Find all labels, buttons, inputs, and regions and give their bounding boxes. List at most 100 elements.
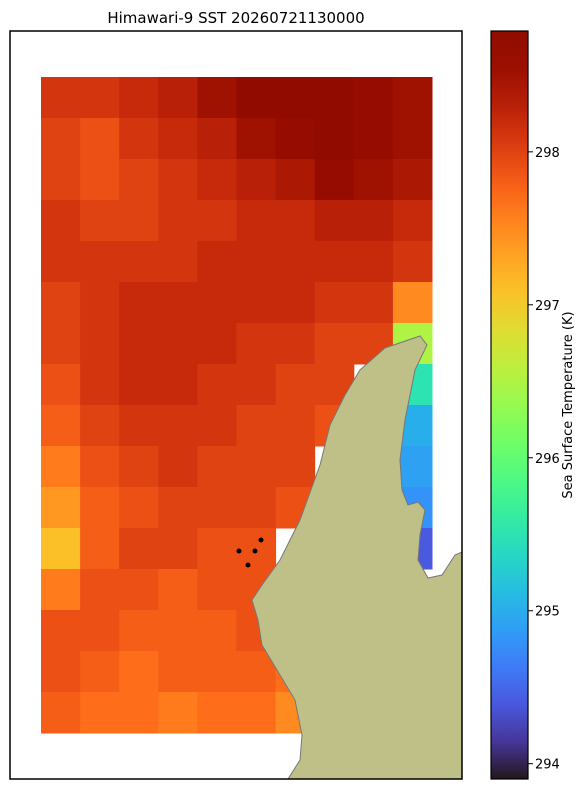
- station: [252, 548, 258, 554]
- cell: [119, 528, 159, 570]
- cell: [236, 77, 277, 119]
- cell: [80, 241, 120, 283]
- cell: [392, 241, 433, 283]
- station: [258, 537, 264, 543]
- cell: [119, 364, 159, 406]
- cell: [236, 487, 277, 529]
- cell: [197, 77, 237, 119]
- cell: [314, 241, 355, 283]
- cell: [314, 159, 355, 201]
- cell: [314, 200, 355, 242]
- cell: [236, 118, 277, 160]
- cell: [158, 282, 198, 324]
- cell: [158, 77, 198, 119]
- cell: [353, 282, 394, 324]
- stations: [236, 537, 264, 568]
- colorbar: [490, 30, 529, 780]
- cell: [41, 241, 81, 283]
- colorbar-tick-label: 296: [535, 452, 560, 467]
- cell: [119, 610, 159, 652]
- cell: [197, 692, 237, 734]
- cell: [197, 651, 237, 693]
- cell: [353, 159, 394, 201]
- station: [245, 562, 251, 568]
- cell: [41, 651, 81, 693]
- cell: [275, 118, 316, 160]
- cell: [197, 282, 237, 324]
- cell: [353, 118, 394, 160]
- cell: [197, 487, 237, 529]
- cell: [197, 446, 237, 488]
- station: [236, 548, 242, 554]
- cell: [275, 77, 316, 119]
- cell: [80, 651, 120, 693]
- cell: [158, 528, 198, 570]
- cell: [275, 323, 316, 365]
- cell: [119, 118, 159, 160]
- cell: [119, 241, 159, 283]
- cell: [158, 323, 198, 365]
- cell: [80, 610, 120, 652]
- chart-title: Himawari-9 SST 20260721130000: [107, 9, 364, 27]
- cell: [392, 282, 433, 324]
- cell: [275, 364, 316, 406]
- cell: [158, 569, 198, 611]
- cell: [197, 528, 237, 570]
- cell: [158, 364, 198, 406]
- colorbar-tick-label: 295: [535, 605, 560, 620]
- cell: [236, 364, 277, 406]
- cell: [158, 241, 198, 283]
- cell: [236, 241, 277, 283]
- cell: [41, 528, 81, 570]
- cell: [236, 200, 277, 242]
- heatmap: [41, 77, 433, 734]
- cell: [41, 282, 81, 324]
- cell: [158, 200, 198, 242]
- cell: [236, 323, 277, 365]
- cell: [158, 446, 198, 488]
- cell: [275, 200, 316, 242]
- cell: [314, 282, 355, 324]
- map-frame: [9, 30, 463, 780]
- cell: [41, 569, 81, 611]
- cell: [80, 282, 120, 324]
- cell: [392, 118, 433, 160]
- cell: [236, 528, 277, 570]
- cell: [119, 692, 159, 734]
- cell: [275, 159, 316, 201]
- cell: [41, 405, 81, 447]
- cell: [80, 405, 120, 447]
- cell: [41, 364, 81, 406]
- cell: [197, 118, 237, 160]
- cell: [158, 651, 198, 693]
- cell: [80, 323, 120, 365]
- cell: [119, 77, 159, 119]
- cell: [119, 405, 159, 447]
- colorbar-tick-label: 294: [535, 758, 560, 773]
- cell: [197, 200, 237, 242]
- cell: [275, 241, 316, 283]
- cell: [158, 610, 198, 652]
- cell: [80, 528, 120, 570]
- cell: [392, 200, 433, 242]
- cell: [41, 692, 81, 734]
- cell: [80, 692, 120, 734]
- cell: [197, 405, 237, 447]
- colorbar-tick-label: 298: [535, 146, 560, 161]
- land: [251, 335, 463, 780]
- cell: [158, 692, 198, 734]
- cell: [41, 487, 81, 529]
- cell: [41, 200, 81, 242]
- cell: [80, 446, 120, 488]
- cell: [119, 569, 159, 611]
- cell: [197, 610, 237, 652]
- cell: [119, 487, 159, 529]
- colorbar-tick-label: 297: [535, 299, 560, 314]
- cell: [158, 159, 198, 201]
- cell: [41, 118, 81, 160]
- cell: [80, 569, 120, 611]
- cell: [119, 323, 159, 365]
- cell: [275, 446, 316, 488]
- cell: [80, 118, 120, 160]
